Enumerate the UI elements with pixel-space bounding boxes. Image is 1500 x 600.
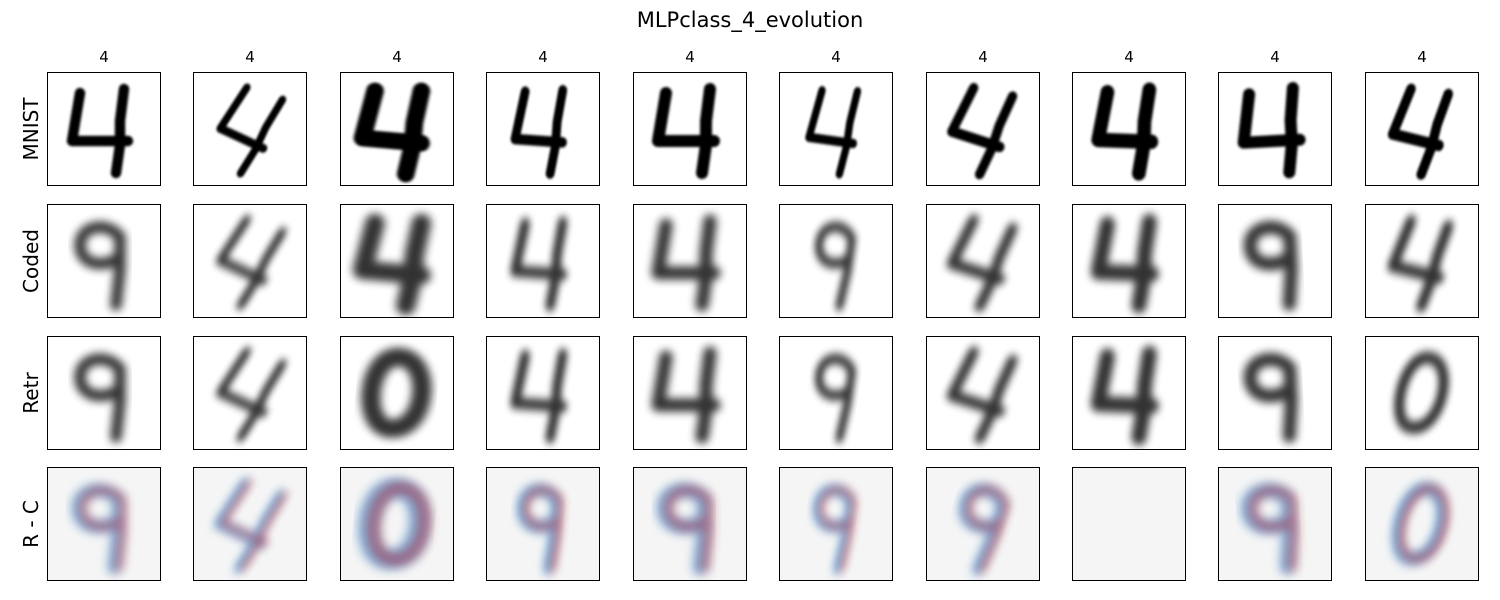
digit-panel — [47, 336, 161, 450]
digit-image — [358, 478, 432, 570]
column-label: 4 — [831, 48, 841, 66]
column-label: 4 — [99, 48, 109, 66]
digit-panel — [486, 336, 600, 450]
digit-panel — [1072, 204, 1186, 318]
digit-image — [651, 346, 721, 444]
column-label: 4 — [245, 48, 255, 66]
digit-image — [652, 83, 720, 179]
digit-panel — [47, 72, 161, 186]
digit-panel — [193, 204, 307, 318]
digit-image — [1243, 352, 1298, 443]
digit-panel — [193, 467, 307, 581]
digit-image — [516, 483, 565, 575]
digit-panel — [926, 204, 1040, 318]
digit-panel — [633, 467, 747, 581]
row-label-mnist: MNIST — [19, 97, 43, 161]
digit-panel — [926, 336, 1040, 450]
digit-image — [815, 221, 857, 311]
digit-image — [510, 85, 568, 179]
digit-panel — [1365, 72, 1479, 186]
digit-panel — [1365, 204, 1479, 318]
digit-panel — [47, 204, 161, 318]
digit-image — [510, 216, 568, 312]
figure-title: MLPclass_4_evolution — [636, 8, 864, 32]
digit-image — [1091, 82, 1159, 181]
digit-image — [1387, 83, 1453, 180]
digit-image — [510, 348, 568, 444]
digit-panel — [1072, 72, 1186, 186]
digit-image — [812, 484, 858, 575]
digit-image — [352, 213, 432, 316]
digit-panel — [926, 72, 1040, 186]
digit-panel — [1072, 467, 1186, 581]
digit-image — [1391, 482, 1451, 566]
digit-image — [1090, 345, 1159, 446]
column-label: 4 — [392, 48, 402, 66]
digit-panel — [193, 72, 307, 186]
column-label: 4 — [538, 48, 548, 66]
digit-image — [946, 214, 1018, 312]
digit-image — [1237, 82, 1306, 179]
digit-panel — [779, 72, 893, 186]
digit-image — [815, 353, 857, 443]
column-label: 4 — [685, 48, 695, 66]
digit-panel — [779, 204, 893, 318]
digit-image — [216, 83, 287, 178]
digit-image — [946, 346, 1018, 444]
digit-panel — [1218, 336, 1332, 450]
digit-image — [1387, 215, 1454, 313]
digit-panel — [340, 467, 454, 581]
digit-image — [1243, 220, 1298, 311]
digit-image — [216, 347, 287, 442]
digit-panel — [340, 72, 454, 186]
digit-panel — [779, 467, 893, 581]
digit-panel — [340, 336, 454, 450]
column-label: 4 — [1124, 48, 1134, 66]
digit-image — [958, 483, 1011, 576]
digit-panel — [1218, 204, 1332, 318]
digit-panel — [1072, 336, 1186, 450]
digit-panel — [926, 467, 1040, 581]
row-label-coded: Coded — [19, 229, 43, 293]
digit-panel — [1365, 467, 1479, 581]
digit-image — [1090, 213, 1159, 314]
digit-panel — [1218, 72, 1332, 186]
row-label-r-c: R - C — [19, 500, 43, 548]
digit-image — [74, 353, 126, 443]
column-label: 4 — [1417, 48, 1427, 66]
digit-panel — [486, 72, 600, 186]
digit-image — [74, 221, 126, 311]
column-label: 4 — [1270, 48, 1280, 66]
digit-image — [216, 215, 287, 310]
digit-panel — [340, 204, 454, 318]
digit-image — [1393, 351, 1449, 434]
digit-panel — [486, 467, 600, 581]
digit-image — [213, 477, 289, 574]
digit-image — [1240, 483, 1299, 575]
digit-image — [353, 82, 431, 183]
digit-panel — [633, 204, 747, 318]
digit-image — [71, 483, 127, 575]
digit-panel — [633, 72, 747, 186]
digit-panel — [779, 336, 893, 450]
row-label-retr: Retr — [19, 372, 43, 414]
digit-image — [656, 482, 714, 576]
digit-image — [361, 347, 432, 438]
digit-panel — [193, 336, 307, 450]
digit-image — [651, 214, 721, 312]
digit-panel — [486, 204, 600, 318]
digit-panel — [633, 336, 747, 450]
digit-image — [947, 82, 1018, 180]
digit-panel — [1365, 336, 1479, 450]
digit-image — [66, 83, 134, 179]
digit-image — [805, 86, 862, 179]
column-label: 4 — [978, 48, 988, 66]
digit-panel — [47, 467, 161, 581]
digit-panel — [1218, 467, 1332, 581]
